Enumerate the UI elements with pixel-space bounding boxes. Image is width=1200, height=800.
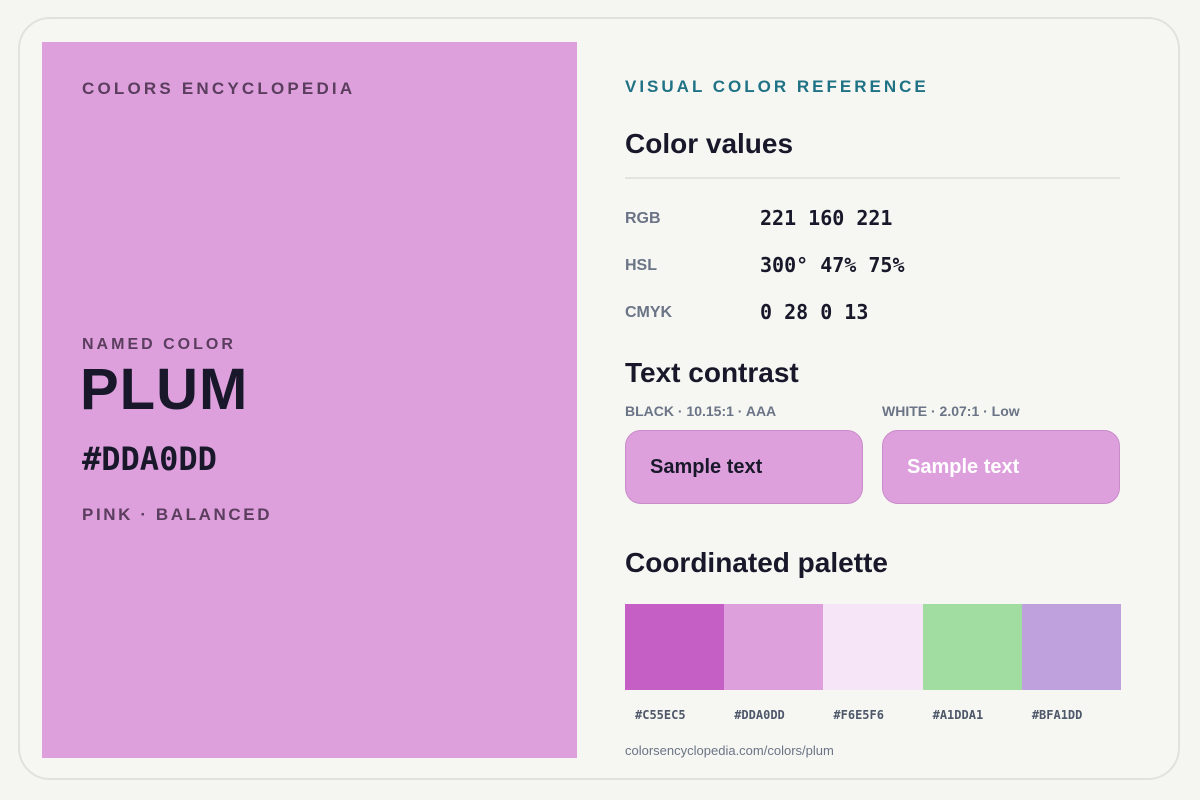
reference-eyebrow: VISUAL COLOR REFERENCE	[625, 77, 929, 96]
hsl-label: HSL	[625, 257, 657, 274]
rgb-label: RGB	[625, 210, 661, 227]
color-swatch-panel	[42, 42, 577, 758]
divider	[625, 177, 1120, 179]
color-tags: PINK · BALANCED	[82, 505, 273, 524]
black-sample-text: Sample text	[650, 455, 763, 478]
palette-labels: #C55EC5 #DDA0DD #F6E5F6 #A1DDA1 #BFA1DD	[625, 708, 1121, 722]
black-contrast-caption: BLACK · 10.15:1 · AAA	[625, 403, 777, 419]
palette-title: Coordinated palette	[625, 547, 888, 578]
palette-swatch-label: #BFA1DD	[1031, 708, 1083, 722]
palette-strip	[625, 604, 1122, 690]
palette-swatch	[625, 604, 725, 690]
white-contrast-caption: WHITE · 2.07:1 · Low	[882, 403, 1020, 419]
white-sample-text: Sample text	[907, 455, 1020, 478]
palette-swatch	[724, 604, 824, 690]
palette-swatch	[823, 604, 923, 690]
source-url[interactable]: colorsencyclopedia.com/colors/plum	[625, 743, 834, 758]
palette-swatch-label: #C55EC5	[635, 708, 686, 722]
named-color-label: NAMED COLOR	[82, 336, 236, 353]
palette-swatch	[922, 604, 1022, 690]
color-hex: #DDA0DD	[82, 440, 217, 478]
white-sample-box: Sample text	[882, 430, 1120, 504]
color-values-title: Color values	[625, 128, 794, 159]
cmyk-label: CMYK	[625, 304, 673, 321]
black-sample-box: Sample text	[625, 430, 863, 504]
rgb-value: 221 160 221	[760, 206, 893, 230]
brand-title: COLORS ENCYCLOPEDIA	[82, 79, 356, 98]
hsl-value: 300° 47% 75%	[760, 253, 905, 277]
cmyk-value: 0 28 0 13	[760, 300, 869, 324]
color-name: PLUM	[80, 357, 249, 422]
text-contrast-title: Text contrast	[625, 357, 799, 388]
palette-swatch-label: #A1DDA1	[932, 708, 984, 722]
palette-swatch-label: #F6E5F6	[833, 708, 884, 722]
palette-swatch	[1021, 604, 1122, 690]
palette-swatch-label: #DDA0DD	[734, 708, 785, 722]
